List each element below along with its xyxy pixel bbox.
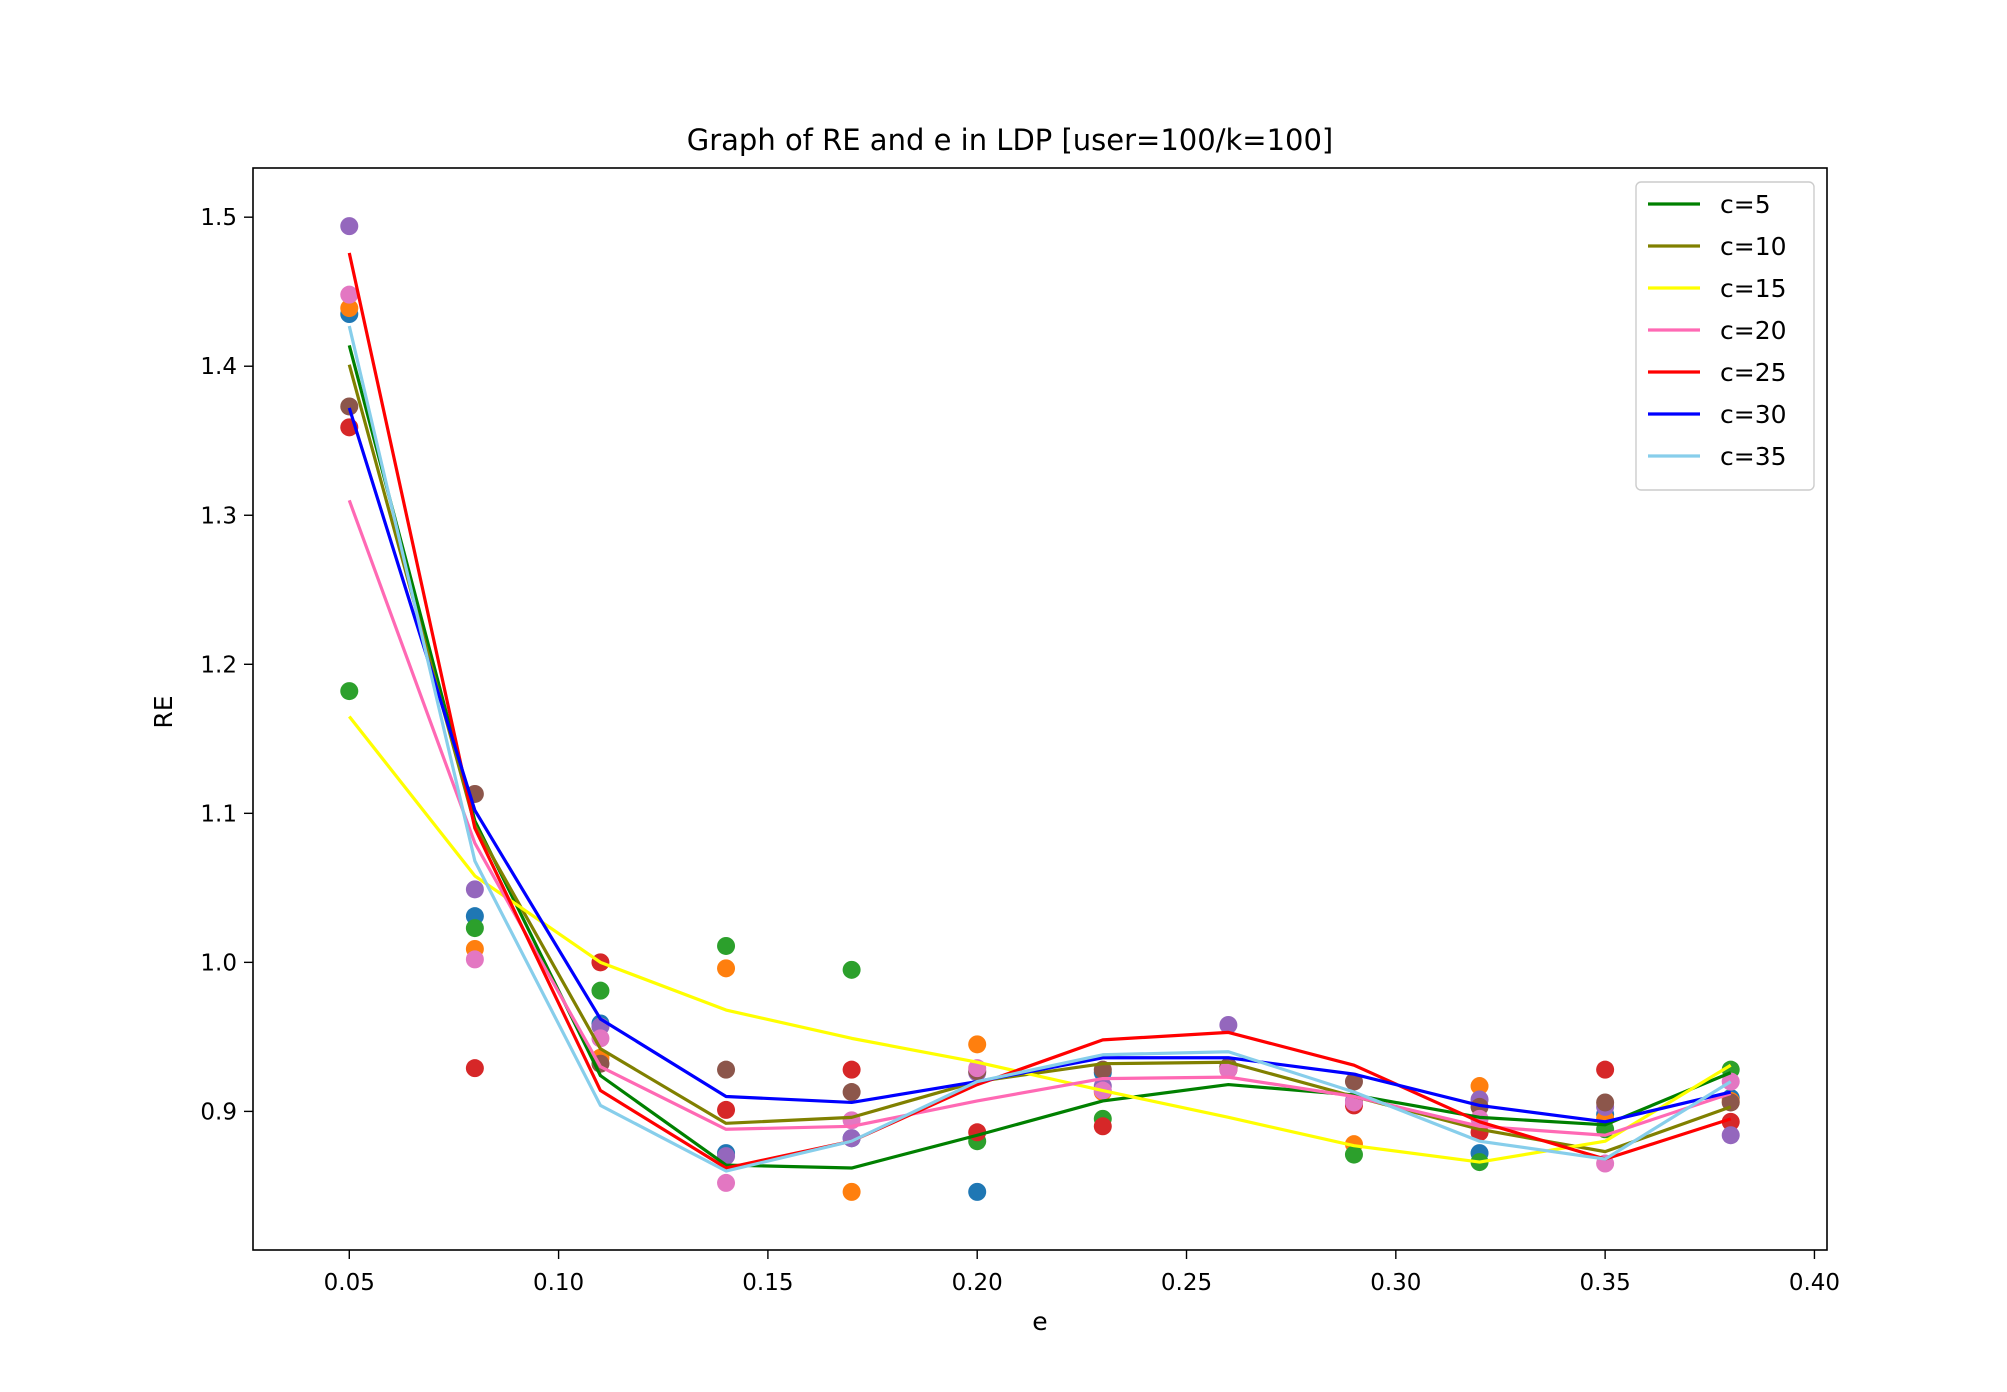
x-axis-label: e [1032,1307,1047,1336]
y-tick-label: 1.2 [200,652,237,678]
legend-entry: c=10 [1720,232,1787,261]
x-tick-label: 0.35 [1580,1270,1631,1296]
x-tick-label: 0.05 [324,1270,375,1296]
series-line [347,252,1732,1170]
plot-frame [252,167,1828,1251]
legend-entry: c=5 [1720,190,1771,219]
scatter-point [465,1059,484,1078]
x-tick-label: 0.15 [742,1270,793,1296]
series-line [347,325,1732,1173]
scatter-point [842,1182,861,1201]
chart-title: Graph of RE and e in LDP [user=100/k=100… [687,123,1333,157]
scatter-point [1093,1117,1112,1136]
x-axis: 0.05 0.10 0.15 0.20 0.25 0.30 0.35 0.40 [324,1250,1840,1296]
scatter-point [842,1083,861,1102]
series-line [347,344,1732,1170]
scatter-point [968,1182,987,1201]
scatter-point [1344,1145,1363,1164]
scatter-point [1219,1015,1238,1034]
legend-entry: c=25 [1720,358,1787,387]
y-tick-label: 1.5 [200,205,237,231]
legend-entry: c=30 [1720,400,1787,429]
legend-entry: c=35 [1720,442,1787,471]
scatter-point [340,299,359,318]
scatter-point [717,1173,736,1192]
x-tick-label: 0.40 [1789,1270,1840,1296]
scatter-point [842,1060,861,1079]
scatter-point [340,217,359,236]
scatter-point [1596,1093,1615,1112]
y-tick-label: 1.3 [200,503,237,529]
scatter-point [1344,1072,1363,1091]
y-tick-label: 1.1 [200,801,237,827]
scatter-point [1470,1077,1489,1096]
scatter-point [465,919,484,938]
series-line [348,715,1732,1164]
scatter-point [717,1060,736,1079]
scatter-point [1219,1060,1238,1079]
y-tick-label: 1.4 [200,354,237,380]
y-tick-label: 0.9 [200,1099,237,1125]
x-tick-label: 0.20 [952,1270,1003,1296]
legend: c=5 c=10 c=15 c=20 c=25 c=30 c=35 [1635,181,1815,491]
scatter-point [465,950,484,969]
x-tick-label: 0.25 [1161,1270,1212,1296]
legend-entry: c=15 [1720,274,1787,303]
scatter-point [717,959,736,978]
scatter-point [842,960,861,979]
scatter-point [1721,1112,1740,1131]
scatter-point [340,682,359,701]
scatter-point [465,880,484,899]
scatter-point [1721,1126,1740,1145]
scatter-point [717,1100,736,1119]
scatter-point [340,285,359,304]
scatter-point [717,936,736,955]
x-tick-label: 0.10 [533,1270,584,1296]
legend-entry: c=20 [1720,316,1787,345]
y-tick-label: 1.0 [200,950,237,976]
scatter-point [591,981,610,1000]
x-tick-label: 0.30 [1370,1270,1421,1296]
series-line [347,364,1732,1154]
plot-area [340,217,1740,1201]
y-axis: 0.9 1.0 1.1 1.2 1.3 1.4 1.5 [200,205,253,1125]
y-axis-label: RE [149,695,178,728]
scatter-point [1596,1060,1615,1079]
scatter-point [968,1035,987,1054]
scatter-point [340,397,359,416]
